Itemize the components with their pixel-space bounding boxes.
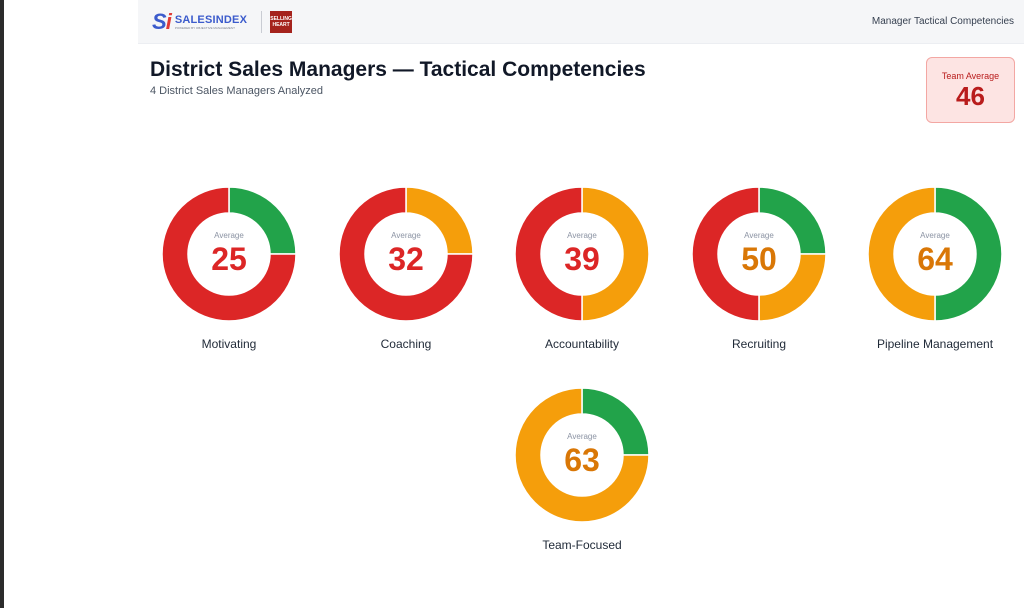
competency-card: Average 50 Recruiting	[684, 185, 834, 351]
donut-average-label: Average	[391, 231, 421, 240]
donut-segment-red	[161, 186, 297, 322]
donut-chart	[161, 186, 297, 322]
brand-word: SALESINDEX	[174, 14, 248, 26]
donut-average-value: 39	[564, 241, 600, 277]
competency-name: Accountability	[544, 337, 620, 351]
competency-card: Average 32 Coaching	[331, 185, 481, 351]
competency-name: Recruiting	[731, 337, 787, 351]
donut-average-value: 64	[917, 241, 953, 277]
donut-average-label: Average	[567, 432, 597, 441]
donut-segment-red	[338, 186, 474, 322]
competency-name: Pipeline Management	[876, 337, 994, 351]
team-average-card: Team Average 46	[926, 57, 1015, 123]
team-average-label: Team Average	[941, 71, 1000, 81]
donut-average-value: 50	[741, 241, 777, 277]
donut-segment-orange	[581, 186, 650, 322]
competency-name: Motivating	[201, 337, 257, 351]
competency-name: Team-Focused	[542, 538, 622, 552]
donut-segment-red	[691, 186, 760, 322]
selling-heart-logo: SELLING HEART	[270, 11, 293, 33]
salesindex-logo[interactable]: Si SALESINDEX POWERED BY OBJECTIVE MANAG…	[152, 9, 293, 34]
donut-segment-red	[514, 186, 583, 322]
donut-chart	[514, 387, 650, 523]
competency-card: Average 25 Motivating	[154, 185, 304, 351]
donut-average-value: 25	[211, 241, 247, 277]
donut-chart	[338, 186, 474, 322]
donut-chart	[514, 186, 650, 322]
left-blank-pane	[4, 0, 138, 608]
logo-divider	[261, 11, 263, 33]
page-title: District Sales Managers — Tactical Compe…	[150, 58, 646, 81]
top-bar: Si SALESINDEX POWERED BY OBJECTIVE MANAG…	[138, 0, 1024, 44]
competency-card: Average 39 Accountability	[507, 185, 657, 351]
donut-average-label: Average	[214, 231, 244, 240]
brand-tagline: POWERED BY OBJECTIVE MANAGEMENT GROUP	[174, 26, 235, 30]
donut-segment-orange	[514, 387, 650, 523]
competency-card: Average 63 Team-Focused	[507, 386, 657, 552]
donut-chart	[691, 186, 827, 322]
competency-name: Coaching	[380, 337, 432, 351]
donut-average-label: Average	[567, 231, 597, 240]
donut-segment-orange	[867, 186, 936, 322]
page-subtitle: 4 District Sales Managers Analyzed	[150, 85, 324, 97]
donut-average-value: 32	[388, 241, 424, 277]
report-name: Manager Tactical Competencies	[871, 16, 1014, 27]
salesindex-logo-mark: Si	[152, 9, 172, 34]
donut-chart	[867, 186, 1003, 322]
donut-average-value: 63	[564, 442, 600, 478]
team-average-value: 46	[956, 81, 985, 111]
donut-average-label: Average	[744, 231, 774, 240]
donut-segment-green	[934, 186, 1003, 322]
donut-average-label: Average	[920, 231, 950, 240]
competency-card: Average 64 Pipeline Management	[860, 185, 1010, 351]
window-edge	[0, 0, 4, 608]
